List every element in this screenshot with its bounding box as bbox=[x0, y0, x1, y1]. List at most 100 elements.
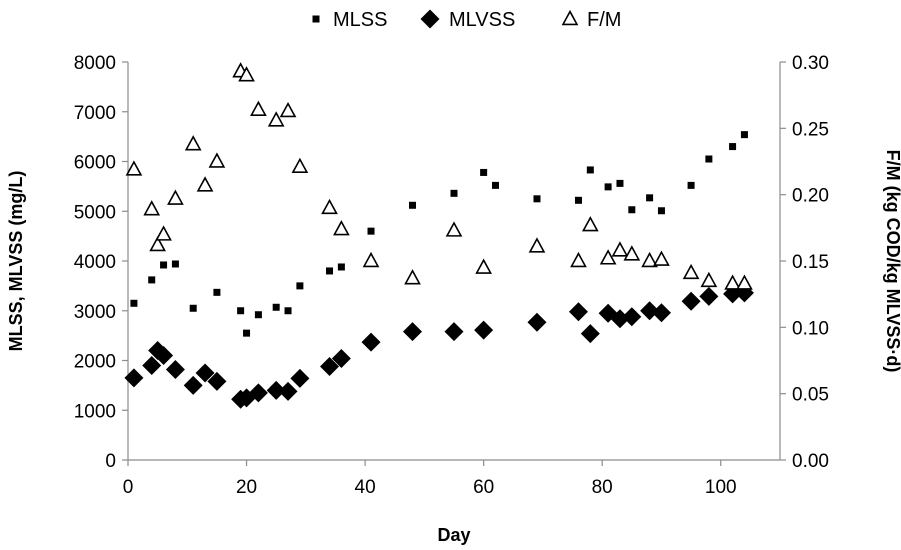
data-point bbox=[450, 189, 458, 197]
data-point bbox=[243, 329, 251, 337]
right-y-tick-label: 0.30 bbox=[792, 53, 829, 74]
data-point bbox=[687, 181, 695, 189]
data-point bbox=[130, 299, 138, 307]
data-point bbox=[740, 131, 748, 139]
data-point bbox=[143, 200, 161, 216]
data-point bbox=[475, 258, 492, 274]
data-point bbox=[238, 66, 255, 82]
data-point bbox=[651, 303, 671, 323]
series-square bbox=[130, 131, 748, 337]
data-point bbox=[682, 263, 700, 280]
left-y-tick-label: 4000 bbox=[74, 252, 116, 273]
right-y-tick-label: 0.00 bbox=[792, 451, 829, 472]
data-point bbox=[291, 157, 309, 174]
data-point bbox=[533, 195, 541, 203]
data-point bbox=[729, 143, 737, 151]
data-point bbox=[266, 380, 286, 400]
data-point bbox=[333, 220, 350, 236]
left-y-tick-label: 0 bbox=[105, 451, 116, 472]
left-y-tick-label: 8000 bbox=[74, 53, 116, 74]
data-point bbox=[208, 152, 226, 168]
data-point bbox=[604, 183, 612, 191]
data-point bbox=[189, 304, 197, 312]
data-point bbox=[361, 332, 381, 352]
data-point bbox=[681, 291, 701, 311]
data-point bbox=[155, 225, 172, 241]
data-point bbox=[272, 303, 280, 311]
x-tick-label: 20 bbox=[236, 477, 257, 498]
data-point bbox=[196, 176, 214, 192]
data-point bbox=[124, 368, 144, 388]
data-point bbox=[284, 307, 292, 315]
data-point bbox=[491, 181, 499, 189]
right-y-tick-label: 0.15 bbox=[792, 252, 829, 273]
data-point bbox=[724, 274, 741, 290]
data-point bbox=[254, 311, 262, 319]
data-point bbox=[165, 359, 185, 379]
data-point bbox=[527, 312, 547, 332]
data-point bbox=[278, 381, 298, 401]
data-point bbox=[167, 189, 184, 205]
data-point bbox=[320, 356, 340, 376]
data-point bbox=[445, 221, 463, 237]
left-y-tick-label: 3000 bbox=[74, 302, 116, 323]
data-point bbox=[207, 371, 227, 391]
series-triangle-open bbox=[125, 62, 753, 290]
x-tick-label: 100 bbox=[705, 477, 737, 498]
data-point bbox=[142, 355, 162, 375]
right-y-tick-label: 0.10 bbox=[792, 318, 829, 339]
data-point bbox=[581, 216, 599, 232]
right-y-tick-label: 0.20 bbox=[792, 186, 829, 207]
data-point bbox=[640, 301, 660, 321]
data-point bbox=[699, 286, 719, 306]
legend-label: MLVSS bbox=[449, 9, 515, 31]
data-point bbox=[154, 346, 174, 366]
data-point bbox=[628, 206, 636, 214]
data-point bbox=[657, 207, 665, 215]
x-tick-label: 0 bbox=[123, 477, 134, 498]
left-y-axis-title: MLSS, MLVSS (mg/L) bbox=[6, 171, 26, 352]
right-y-tick-label: 0.25 bbox=[792, 119, 829, 140]
data-point bbox=[736, 274, 753, 290]
data-point bbox=[570, 251, 587, 268]
legend-marker bbox=[312, 15, 320, 23]
legend-item: F/M bbox=[561, 9, 621, 31]
x-tick-label: 60 bbox=[473, 477, 494, 498]
right-y-axis-title: F/M (kg COD/kg MLVSS·d) bbox=[883, 150, 901, 373]
data-point bbox=[337, 263, 345, 271]
data-point bbox=[279, 101, 297, 118]
data-point bbox=[321, 198, 338, 215]
data-point bbox=[403, 322, 423, 342]
left-y-tick-label: 7000 bbox=[74, 103, 116, 124]
data-point bbox=[250, 100, 267, 116]
left-y-tick-label: 6000 bbox=[74, 153, 116, 174]
tick-labels: 0100020003000400050006000700080000.000.0… bbox=[74, 53, 829, 498]
data-marks bbox=[124, 62, 754, 409]
legend-marker bbox=[420, 9, 440, 29]
data-point bbox=[568, 302, 588, 322]
data-point bbox=[290, 368, 310, 388]
left-y-tick-label: 2000 bbox=[74, 352, 116, 373]
data-point bbox=[237, 307, 245, 315]
data-point bbox=[213, 288, 221, 296]
legend-marker bbox=[561, 9, 579, 26]
data-point bbox=[599, 249, 617, 265]
data-point bbox=[622, 307, 642, 327]
data-point bbox=[705, 155, 713, 163]
data-point bbox=[574, 196, 582, 204]
x-tick-label: 40 bbox=[355, 477, 376, 498]
legend: MLSS MLVSS F/M bbox=[312, 9, 621, 31]
legend-label: F/M bbox=[587, 9, 621, 31]
x-tick-label: 80 bbox=[592, 477, 613, 498]
data-point bbox=[409, 201, 417, 209]
data-point bbox=[160, 261, 168, 269]
data-point bbox=[474, 320, 494, 340]
data-point bbox=[125, 160, 143, 176]
left-y-tick-label: 1000 bbox=[74, 401, 116, 422]
data-point bbox=[480, 168, 488, 176]
legend-item: MLVSS bbox=[420, 9, 515, 31]
data-point bbox=[528, 237, 546, 253]
right-y-tick-label: 0.05 bbox=[792, 385, 829, 406]
data-point bbox=[586, 166, 594, 174]
